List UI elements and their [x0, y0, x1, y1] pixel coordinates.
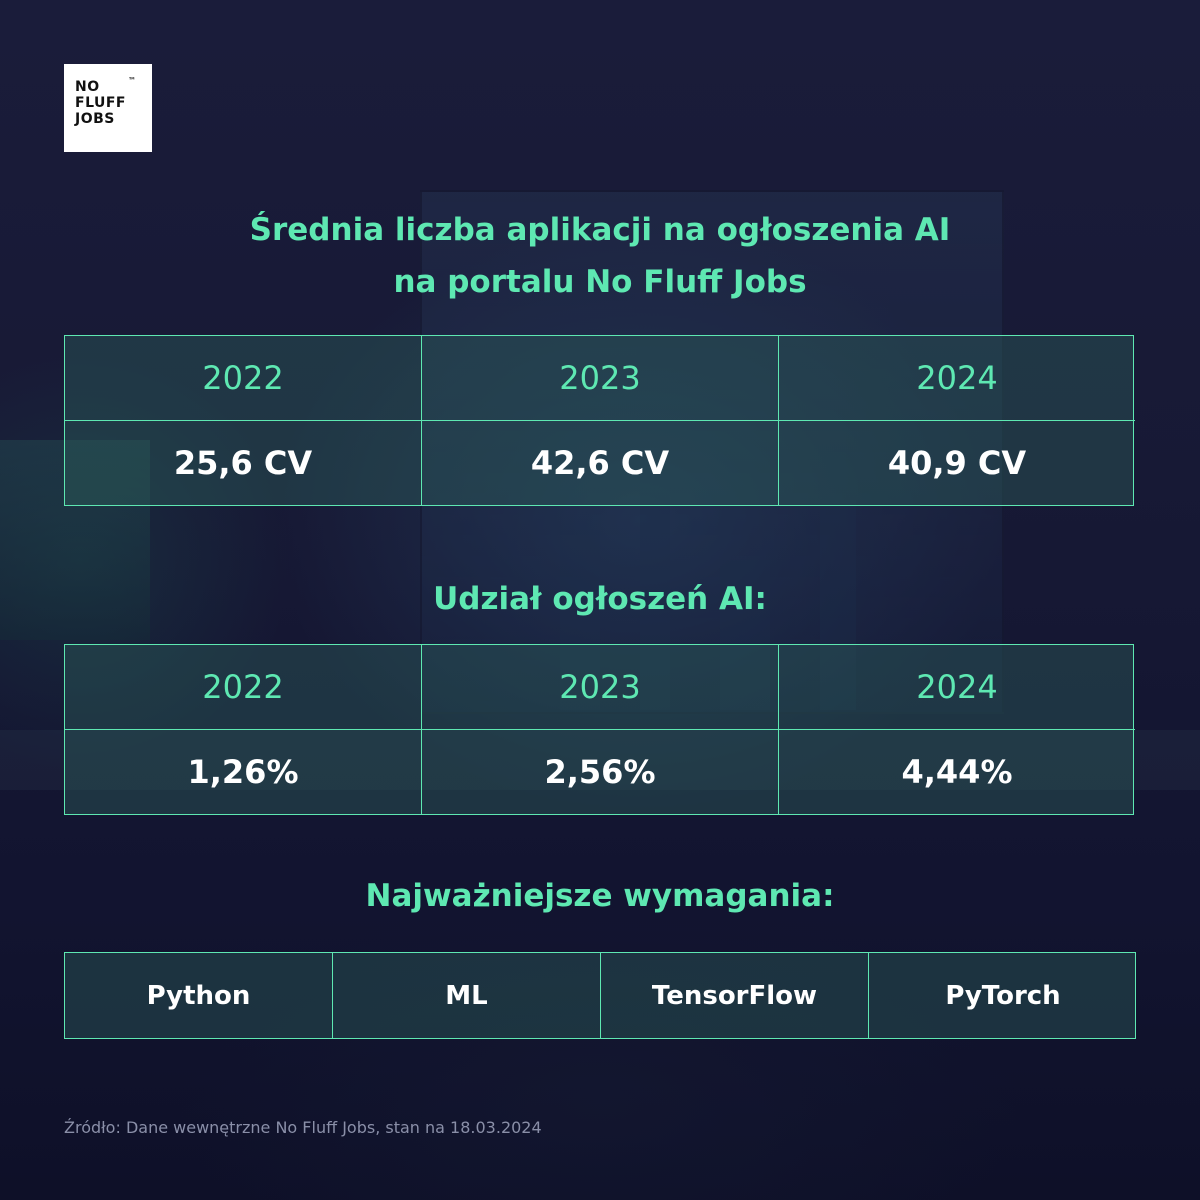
table-value: 42,6 CV [422, 421, 779, 505]
section2-title: Udział ogłoszeń AI: [433, 581, 767, 617]
no-fluff-jobs-logo: NO FLUFF JOBS ™ [64, 64, 152, 152]
requirement-item: TensorFlow [601, 953, 869, 1038]
requirement-item: PyTorch [945, 980, 1061, 1011]
table-value: 1,26% [65, 730, 422, 814]
logo-line-3: JOBS [75, 111, 115, 127]
table-value: 4,44% [901, 753, 1013, 791]
section1-title-line1: Średnia liczba aplikacji na ogłoszenia A… [249, 212, 951, 248]
section3-title: Najważniejsze wymagania: [365, 878, 835, 914]
table-header-year: 2023 [422, 645, 779, 730]
table-value: 25,6 CV [65, 421, 422, 505]
logo-line-2: FLUFF [75, 95, 126, 111]
table-header-year: 2022 [65, 645, 422, 730]
background-building [560, 530, 600, 710]
section1-title: Średnia liczba aplikacji na ogłoszenia A… [0, 204, 1200, 308]
table-header-year: 2024 [779, 645, 1135, 730]
table-value: 40,9 CV [887, 444, 1027, 482]
logo-line-1: NO [75, 79, 100, 95]
background-building [820, 500, 856, 710]
table-value: 2,56% [422, 730, 779, 814]
background-building [720, 560, 770, 710]
requirement-item: ML [333, 953, 601, 1038]
table-header-year: 2022 [65, 336, 422, 421]
table-header-year: 2023 [422, 336, 779, 421]
section1-title-line2: na portalu No Fluff Jobs [393, 264, 807, 300]
background-monitor [0, 440, 150, 640]
ai-share-table: 2022 2023 2024 1,26% 2,56% 4,44% [64, 644, 1135, 815]
source-note: Źródło: Dane wewnętrzne No Fluff Jobs, s… [64, 1118, 542, 1137]
applications-table: 2022 2023 2024 25,6 CV 42,6 CV 40,9 CV [64, 335, 1135, 506]
table-header-year: 2024 [779, 336, 1135, 421]
logo-trademark: ™ [128, 76, 136, 85]
background-desk [0, 730, 1200, 790]
requirement-item: Python [65, 953, 333, 1038]
background-building [640, 470, 670, 710]
background-window [420, 190, 1004, 714]
requirements-table: Python ML TensorFlow PyTorch [64, 952, 1136, 1039]
